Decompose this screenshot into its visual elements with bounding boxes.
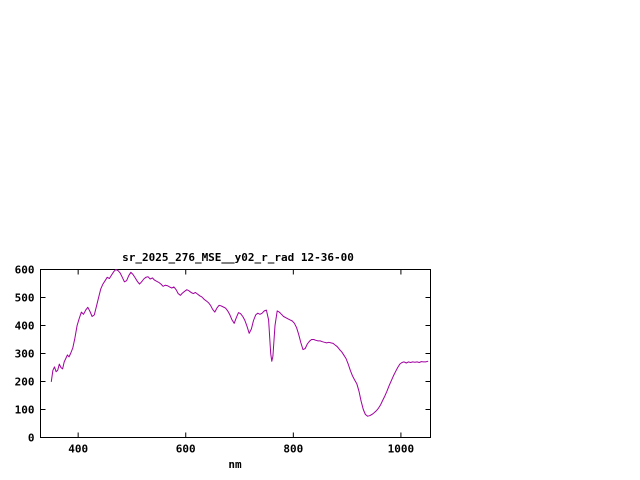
x-axis-label: nm xyxy=(228,458,242,471)
x-tick-label: 400 xyxy=(68,443,88,456)
x-tick-label: 1000 xyxy=(388,443,415,456)
y-tick-label: 500 xyxy=(15,292,35,305)
y-tick-label: 300 xyxy=(15,348,35,361)
x-tick-label: 600 xyxy=(176,443,196,456)
plot-area: 400 600 800 1000 0 100 200 300 400 500 600 xyxy=(15,264,431,456)
y-tick-label: 400 xyxy=(15,320,35,333)
chart-title: sr_2025_276_MSE__y02_r_rad 12-36-00 xyxy=(122,251,354,264)
y-tick-label: 600 xyxy=(15,264,35,277)
x-tick-label: 800 xyxy=(283,443,303,456)
y-tick-label: 100 xyxy=(15,404,35,417)
y-tick-label: 0 xyxy=(28,432,35,445)
y-tick-label: 200 xyxy=(15,376,35,389)
spectral-curve xyxy=(50,269,429,417)
